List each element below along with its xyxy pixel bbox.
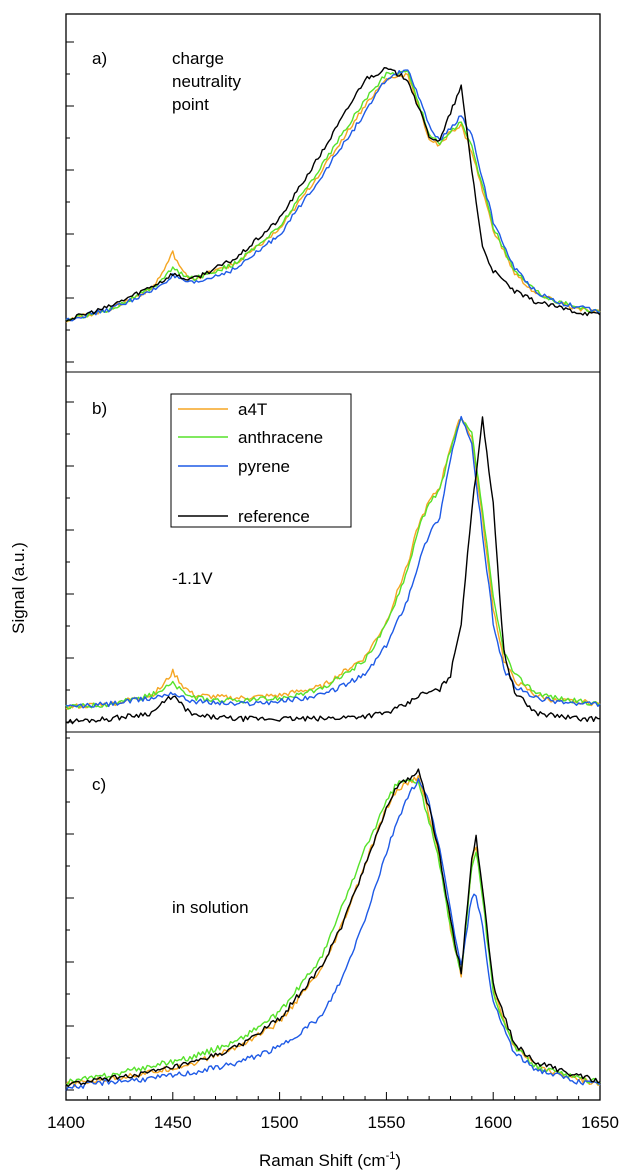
legend-label: a4T (238, 400, 267, 419)
x-axis-label-main: Raman Shift (cm (259, 1151, 386, 1170)
panel-label: b) (92, 399, 107, 418)
legend-label: anthracene (238, 428, 323, 447)
series-a4T-line (65, 774, 601, 1088)
text-layer: 1400 1450 1500 1550 1600 1650 a) charge neutrali… (47, 49, 619, 1132)
series-a4T-line (65, 72, 601, 323)
series-pyrene-line (65, 415, 601, 709)
x-tick-label: 1400 (47, 1113, 85, 1132)
panel-3-series (65, 768, 601, 1091)
panel-annotation: -1.1V (172, 569, 213, 588)
legend-label: pyrene (238, 457, 290, 476)
panel-label: c) (92, 775, 106, 794)
x-axis-label-sup: -1 (386, 1150, 396, 1162)
series-reference-line (65, 416, 601, 725)
legend-label: reference (238, 507, 310, 526)
x-tick-label: 1450 (154, 1113, 192, 1132)
x-tick-label: 1600 (474, 1113, 512, 1132)
panel-annotation: charge (172, 49, 224, 68)
panel-annotation: in solution (172, 898, 249, 917)
panel-2-series (65, 415, 601, 725)
panel-label: a) (92, 49, 107, 68)
series-reference-line (65, 768, 601, 1088)
series-pyrene-line (65, 777, 601, 1091)
x-axis-label-tail: ) (395, 1151, 401, 1170)
series-reference-line (65, 66, 601, 323)
x-axis-label: Raman Shift (cm-1) (259, 1150, 401, 1170)
panel-annotation: point (172, 95, 209, 114)
series-anthracene-line (65, 69, 601, 322)
ticks-layer (65, 41, 601, 1100)
x-tick-label: 1650 (581, 1113, 619, 1132)
plot-frame (65, 13, 601, 1101)
legend-box (170, 393, 352, 528)
series-pyrene-line (65, 69, 600, 322)
y-axis-label: Signal (a.u.) (9, 542, 28, 634)
panel-annotation: neutrality (172, 72, 241, 91)
panel-borders (65, 13, 601, 1101)
series-anthracene-line (65, 779, 601, 1085)
series-layer (65, 66, 601, 1091)
panel-1-series (65, 66, 601, 323)
x-tick-label: 1550 (367, 1113, 405, 1132)
legend: a4T anthracene pyrene reference (170, 393, 352, 528)
x-tick-label: 1500 (261, 1113, 299, 1132)
series-anthracene-line (65, 417, 601, 710)
